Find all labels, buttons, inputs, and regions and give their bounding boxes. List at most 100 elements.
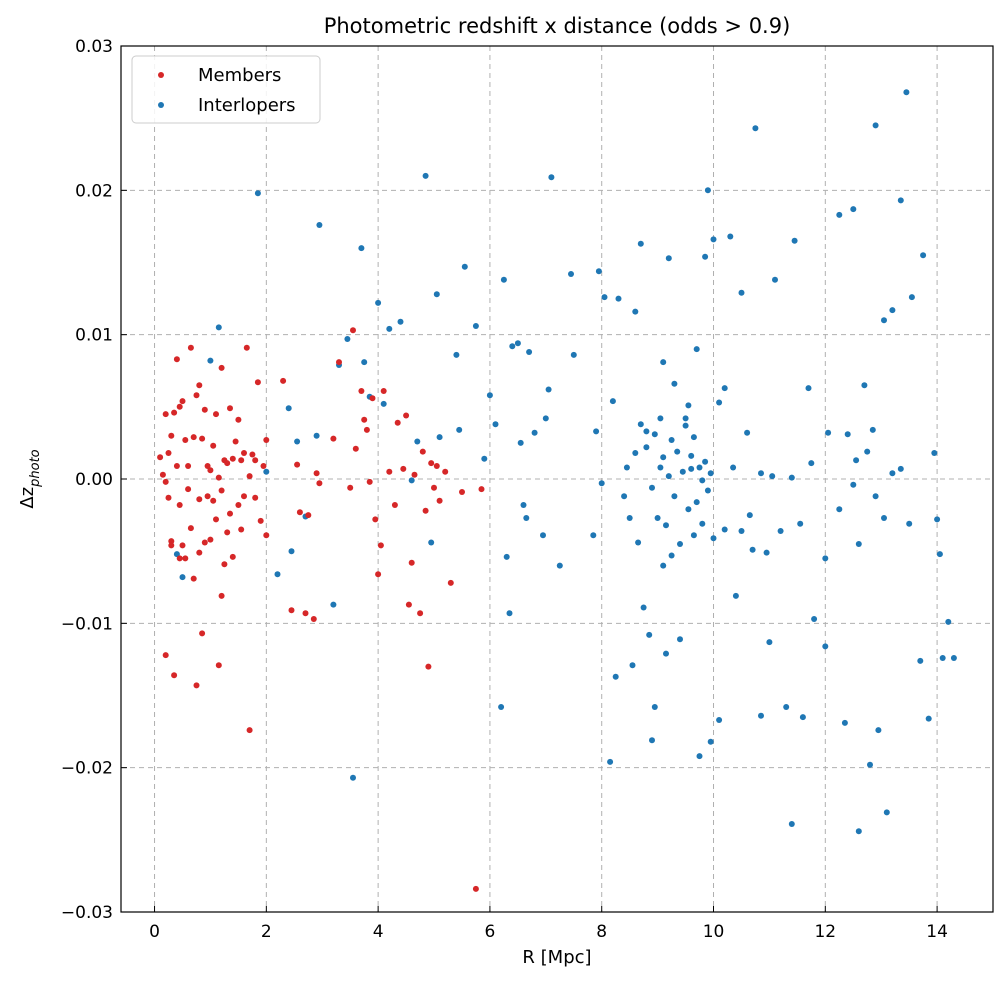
interlopers-point [601,294,608,301]
members-point [350,327,356,334]
interlopers-point [671,380,678,387]
interlopers-point [637,240,644,247]
interlopers-point [414,438,421,445]
interlopers-point [615,295,622,302]
interlopers-point [766,639,773,646]
interlopers-point [783,704,790,710]
interlopers-point [855,828,862,835]
interlopers-point [623,464,630,471]
interlopers-point [707,738,714,745]
members-point [165,494,172,501]
members-point [168,538,175,545]
members-point [394,419,401,426]
members-point [190,434,197,441]
interlopers-point [436,434,443,441]
members-point [294,461,301,468]
interlopers-point [688,452,695,459]
members-point [196,549,203,556]
y-axis-label-main: Δz [17,487,38,509]
interlopers-point [215,324,222,331]
interlopers-point [777,528,784,534]
interlopers-point [889,470,896,477]
members-point [235,416,242,423]
y-tick-label: 0.01 [75,326,113,346]
members-point [330,435,337,442]
interlopers-point [799,714,806,721]
interlopers-point [545,386,552,393]
members-point [243,344,250,351]
members-point [159,471,166,478]
x-tick-label: 14 [926,922,948,942]
interlopers-point [732,592,739,599]
x-tick-label: 6 [485,922,496,942]
interlopers-point [612,673,619,680]
interlopers-point [791,237,798,244]
members-point [238,457,245,464]
interlopers-point [665,255,672,262]
interlopers-point [869,426,876,433]
interlopers-point [844,431,851,438]
interlopers-point [651,704,658,710]
members-point [176,403,183,410]
x-tick-label: 8 [596,922,607,942]
interlopers-point [749,546,756,553]
interlopers-point [523,515,530,521]
members-point [218,364,225,371]
members-point [408,559,415,566]
interlopers-point [542,415,549,422]
members-point [419,448,426,455]
interlopers-point [841,719,848,726]
interlopers-point [763,549,770,556]
interlopers-point [881,317,887,324]
interlopers-point [637,421,644,428]
members-point [201,406,208,413]
interlopers-point [758,470,764,477]
interlopers-point [456,426,463,433]
members-point [207,467,214,474]
interlopers-point [344,336,351,342]
members-point [375,571,382,578]
interlopers-point [855,541,862,547]
interlopers-point [671,493,678,500]
members-point [162,652,169,659]
interlopers-point [358,245,365,252]
members-point [193,392,200,399]
interlopers-point [945,618,952,625]
members-point [224,529,231,536]
members-point [296,509,303,516]
members-point [215,474,222,481]
interlopers-point [682,422,689,429]
members-point [171,672,178,679]
interlopers-point [699,520,706,527]
interlopers-point [263,468,270,475]
interlopers-point [433,291,440,298]
interlopers-point [481,455,488,462]
interlopers-point [917,657,924,664]
members-point [168,542,175,549]
members-point [252,494,259,501]
interlopers-point [593,428,600,435]
members-point [358,388,365,394]
members-point [366,478,373,485]
interlopers-point [651,431,658,438]
members-point [179,542,186,549]
y-tick-label: −0.03 [61,903,113,923]
interlopers-point [699,477,706,484]
interlopers-point [881,515,887,521]
interlopers-point [696,464,703,471]
interlopers-point [408,477,415,484]
x-tick-label: 12 [814,922,836,942]
interlopers-point [721,526,728,533]
interlopers-point [548,174,555,181]
interlopers-point [660,454,667,461]
members-point [377,542,384,549]
members-point [185,463,192,469]
interlopers-point [595,268,602,275]
interlopers-point [375,299,382,306]
members-point [190,575,197,582]
members-point [187,525,194,532]
members-point [246,473,253,480]
members-point [218,487,225,494]
interlopers-point [643,428,650,435]
interlopers-point [179,574,186,581]
